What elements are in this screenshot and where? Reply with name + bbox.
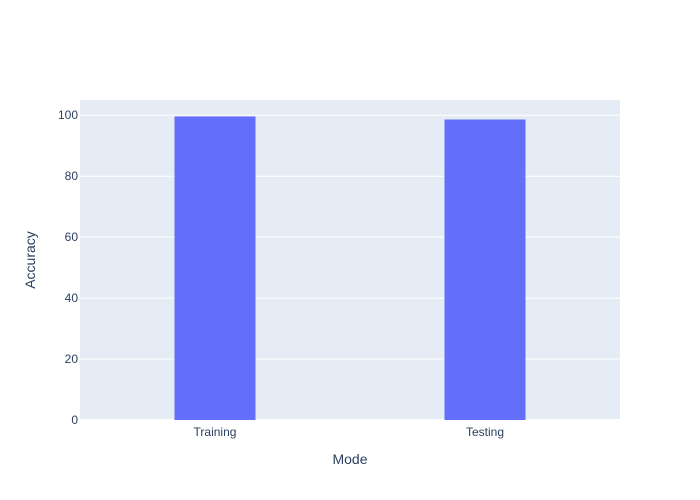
y-tick-label: 40 xyxy=(65,291,79,305)
y-tick-label: 60 xyxy=(65,230,79,244)
bars xyxy=(174,116,526,420)
x-axis-title: Mode xyxy=(332,451,367,467)
y-tick-label: 0 xyxy=(71,413,78,427)
x-tick-label: Testing xyxy=(466,425,504,439)
y-tick-label: 20 xyxy=(65,352,79,366)
grid-lines xyxy=(80,114,620,421)
y-tick-label: 80 xyxy=(65,169,79,183)
plot-background xyxy=(80,100,620,420)
y-tick-labels: 0 20 40 60 80 100 xyxy=(58,108,78,427)
bar-testing xyxy=(444,119,526,420)
bar-training xyxy=(174,116,256,420)
y-axis-title: Accuracy xyxy=(22,231,38,289)
y-tick-label: 100 xyxy=(58,108,78,122)
x-tick-label: Training xyxy=(194,425,237,439)
x-tick-labels: Training Testing xyxy=(194,425,504,439)
